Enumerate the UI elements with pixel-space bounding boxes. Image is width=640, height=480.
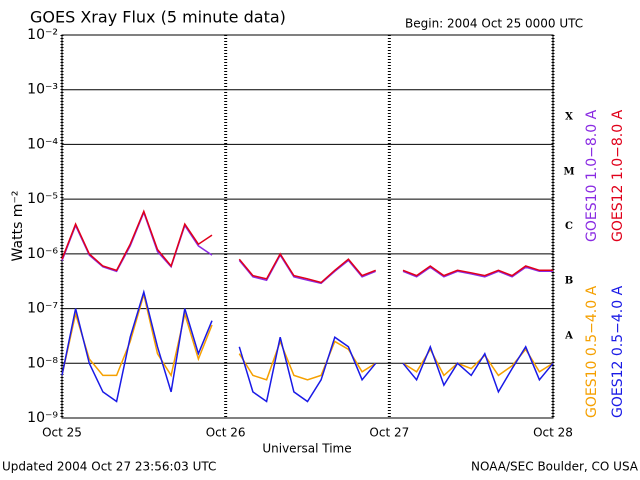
footer-right: NOAA/SEC Boulder, CO USA (471, 460, 639, 474)
x-tick-label: Oct 26 (206, 426, 246, 440)
x-axis-label: Universal Time (262, 442, 351, 456)
series-line (61, 209, 553, 284)
y-tick-label: 10⁻⁴ (27, 136, 58, 152)
y-axis-label: Watts m⁻² (10, 191, 26, 262)
chart-title: GOES Xray Flux (5 minute data) (30, 8, 286, 27)
legend-label: GOES10 1.0−8.0 A (584, 109, 600, 242)
y-tick-label: 10⁻³ (27, 82, 58, 98)
x-tick-label: Oct 28 (533, 426, 573, 440)
legend-label: GOES12 0.5−4.0 A (610, 285, 626, 418)
flare-class-label: C (565, 221, 573, 232)
legend-label: GOES12 1.0−8.0 A (610, 109, 626, 242)
series-line (61, 289, 554, 403)
series-line (61, 210, 553, 285)
legend-label: GOES10 0.5−4.0 A (584, 285, 600, 418)
flare-class-label: A (564, 330, 573, 341)
x-tick-label: Oct 27 (369, 426, 409, 440)
series-line (61, 291, 554, 381)
flare-class-label: B (565, 276, 573, 287)
y-tick-label: 10⁻⁸ (27, 355, 58, 371)
chart-subtitle: Begin: 2004 Oct 25 0000 UTC (405, 17, 583, 31)
flare-class-label: M (563, 166, 574, 177)
flare-class-label: X (565, 112, 573, 123)
x-tick-label: Oct 25 (42, 426, 82, 440)
y-tick-label: 10⁻⁵ (27, 191, 58, 207)
footer-left: Updated 2004 Oct 27 23:56:03 UTC (2, 460, 216, 474)
y-tick-label: 10⁻² (27, 27, 58, 43)
y-tick-label: 10⁻⁷ (27, 301, 58, 317)
y-tick-label: 10⁻⁶ (27, 246, 58, 262)
y-tick-label: 10⁻⁹ (27, 410, 58, 426)
